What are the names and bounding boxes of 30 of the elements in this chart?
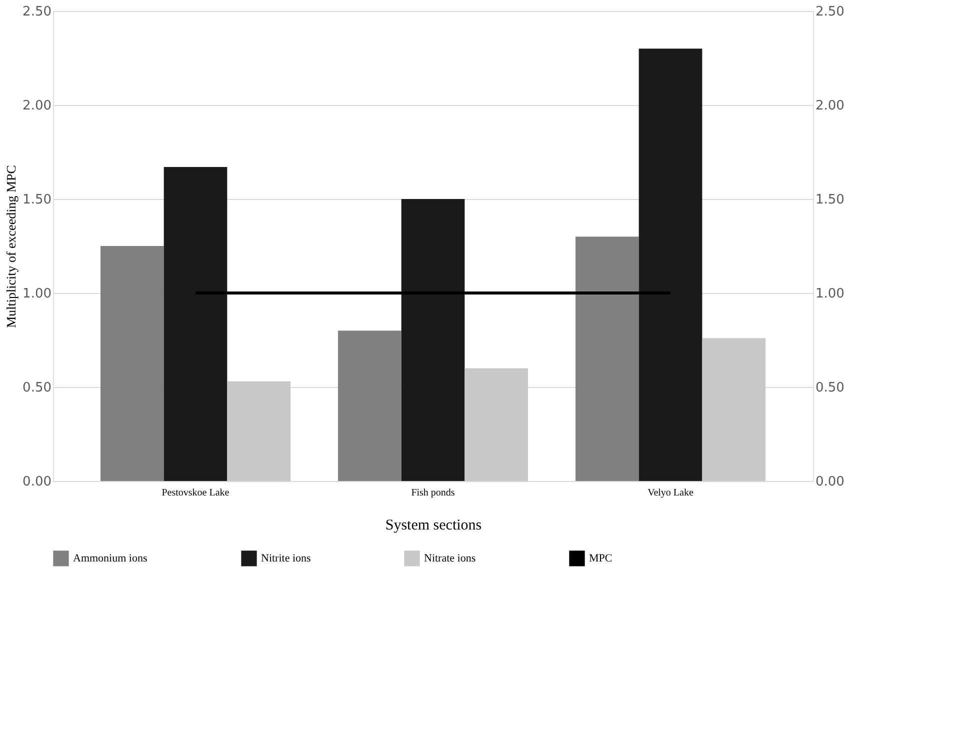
legend-label: Nitrate ions bbox=[424, 552, 476, 564]
y2-tick-label: 0.00 bbox=[816, 474, 844, 490]
bar bbox=[576, 236, 639, 481]
bar bbox=[100, 246, 164, 481]
y-tick-label: 0.50 bbox=[22, 380, 52, 396]
legend-label: Nitrite ions bbox=[261, 552, 311, 564]
legend-label: MPC bbox=[589, 552, 612, 564]
bar bbox=[401, 199, 465, 481]
x-tick-label: Velyo Lake bbox=[648, 488, 694, 498]
x-tick-label: Fish ponds bbox=[411, 488, 455, 498]
legend-label: Ammonium ions bbox=[73, 552, 148, 564]
x-axis-title: System sections bbox=[385, 518, 482, 534]
y-tick-label: 2.50 bbox=[22, 4, 52, 20]
y2-tick-label: 2.50 bbox=[816, 4, 844, 20]
bar bbox=[638, 48, 702, 481]
y-axis-title: Multiplicity of exceeding MPC bbox=[4, 165, 19, 328]
y2-tick-label: 1.50 bbox=[816, 192, 844, 208]
bar bbox=[227, 381, 290, 481]
y-tick-label: 2.00 bbox=[22, 98, 52, 114]
bar bbox=[702, 338, 766, 481]
y-tick-label: 1.50 bbox=[22, 192, 52, 208]
y2-tick-label: 0.50 bbox=[816, 380, 844, 396]
bar bbox=[464, 368, 528, 481]
x-tick-label: Pestovskoe Lake bbox=[162, 488, 230, 498]
bar bbox=[338, 330, 402, 481]
y-tick-label: 1.00 bbox=[22, 286, 52, 302]
y2-tick-label: 2.00 bbox=[816, 98, 844, 114]
bar bbox=[164, 167, 228, 481]
y-tick-label: 0.00 bbox=[22, 474, 52, 490]
y2-tick-label: 1.00 bbox=[816, 286, 844, 302]
